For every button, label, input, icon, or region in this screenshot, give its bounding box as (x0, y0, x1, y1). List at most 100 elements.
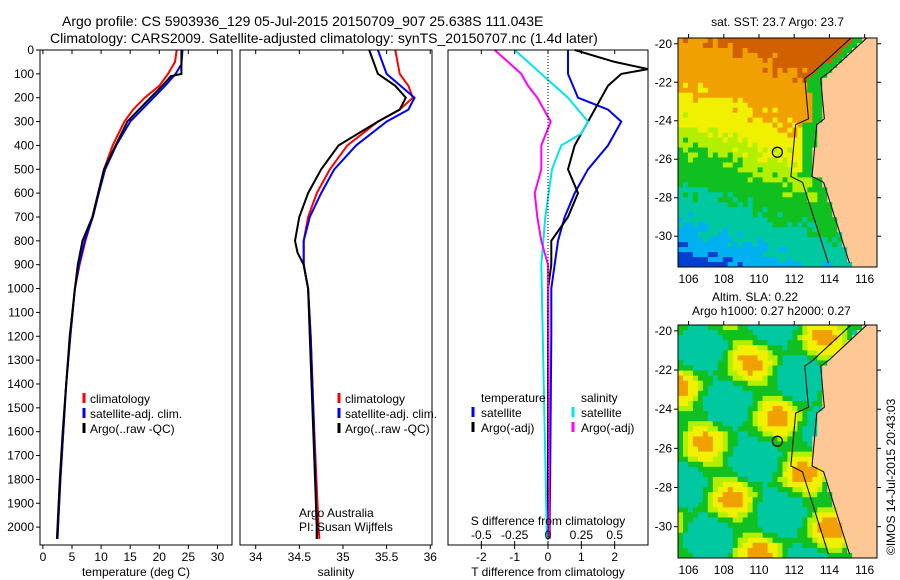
data-cell (682, 502, 689, 508)
data-cell (772, 187, 778, 193)
data-cell (682, 497, 689, 503)
data-cell (702, 325, 709, 331)
data-cell (777, 172, 783, 178)
data-cell (717, 345, 724, 351)
land-cell (867, 502, 873, 508)
data-cell (817, 390, 823, 397)
data-cell (678, 400, 684, 407)
data-cell (792, 385, 798, 392)
land-cell (822, 172, 828, 178)
data-cell (682, 547, 689, 554)
data-cell (752, 355, 759, 361)
data-cell (727, 257, 734, 263)
land-cell (842, 82, 848, 89)
land-cell (832, 400, 838, 407)
data-cell (757, 62, 764, 69)
data-cell (722, 517, 729, 524)
data-cell (702, 411, 709, 417)
data-cell (802, 132, 808, 139)
land-cell (852, 466, 858, 473)
data-cell (757, 162, 764, 168)
data-cell (772, 345, 778, 351)
data-cell (817, 252, 823, 258)
data-cell (727, 127, 734, 134)
data-cell (722, 461, 729, 468)
data-cell (678, 502, 684, 508)
data-cell (802, 325, 808, 331)
land-cell (832, 177, 838, 183)
data-cell (687, 237, 694, 243)
data-cell (782, 227, 788, 233)
land-cell (847, 517, 853, 524)
data-cell (757, 47, 764, 54)
land-cell (872, 375, 878, 382)
land-cell (847, 416, 853, 422)
land-cell (827, 177, 833, 183)
data-cell (797, 127, 803, 134)
data-cell (682, 355, 689, 361)
land-cell (862, 421, 868, 427)
data-cell (742, 330, 749, 336)
data-cell (678, 507, 684, 513)
data-cell (727, 162, 734, 168)
land-cell (867, 426, 873, 432)
data-cell (687, 177, 694, 183)
data-cell (747, 360, 754, 367)
data-cell (792, 207, 798, 213)
data-cell (737, 335, 744, 341)
data-cell (682, 441, 689, 448)
series-s-argo-adj- (494, 49, 552, 539)
data-cell (772, 182, 778, 188)
data-cell (717, 497, 724, 503)
land-cell (812, 436, 818, 442)
data-cell (737, 262, 744, 268)
data-cell (732, 416, 739, 422)
data-cell (757, 197, 764, 203)
data-cell (772, 547, 778, 554)
data-cell (752, 127, 759, 134)
land-cell (857, 237, 863, 243)
data-cell (797, 542, 803, 549)
data-cell (807, 87, 813, 94)
data-cell (702, 47, 709, 54)
data-cell (757, 527, 764, 534)
data-cell (787, 47, 793, 54)
data-cell (812, 252, 818, 258)
data-cell (722, 162, 729, 168)
data-cell (737, 77, 744, 84)
land-cell (867, 522, 873, 529)
data-cell (722, 532, 729, 539)
data-cell (782, 487, 788, 493)
data-cell (707, 38, 714, 44)
data-cell (702, 547, 709, 554)
data-cell (792, 187, 798, 193)
land-cell (847, 117, 853, 124)
land-cell (872, 421, 878, 427)
data-cell (757, 431, 764, 437)
data-cell (678, 451, 684, 458)
data-cell (717, 57, 724, 64)
data-cell (817, 207, 823, 213)
lat-tick-label: -24 (655, 114, 673, 128)
data-cell (797, 102, 803, 109)
land-cell (832, 370, 838, 377)
data-cell (737, 107, 744, 114)
data-cell (827, 330, 833, 336)
land-cell (822, 117, 828, 124)
data-cell (822, 522, 828, 529)
land-cell (872, 167, 878, 173)
data-cell (777, 62, 783, 69)
data-cell (717, 365, 724, 372)
data-cell (717, 522, 724, 529)
data-cell (772, 227, 778, 233)
land-cell (867, 492, 873, 498)
data-cell (702, 416, 709, 422)
land-cell (867, 132, 873, 139)
land-cell (847, 532, 853, 539)
series-climatology (302, 49, 414, 540)
data-cell (777, 217, 783, 223)
data-cell (802, 512, 808, 518)
data-cell (752, 502, 759, 508)
data-cell (802, 237, 808, 243)
data-cell (787, 137, 793, 144)
